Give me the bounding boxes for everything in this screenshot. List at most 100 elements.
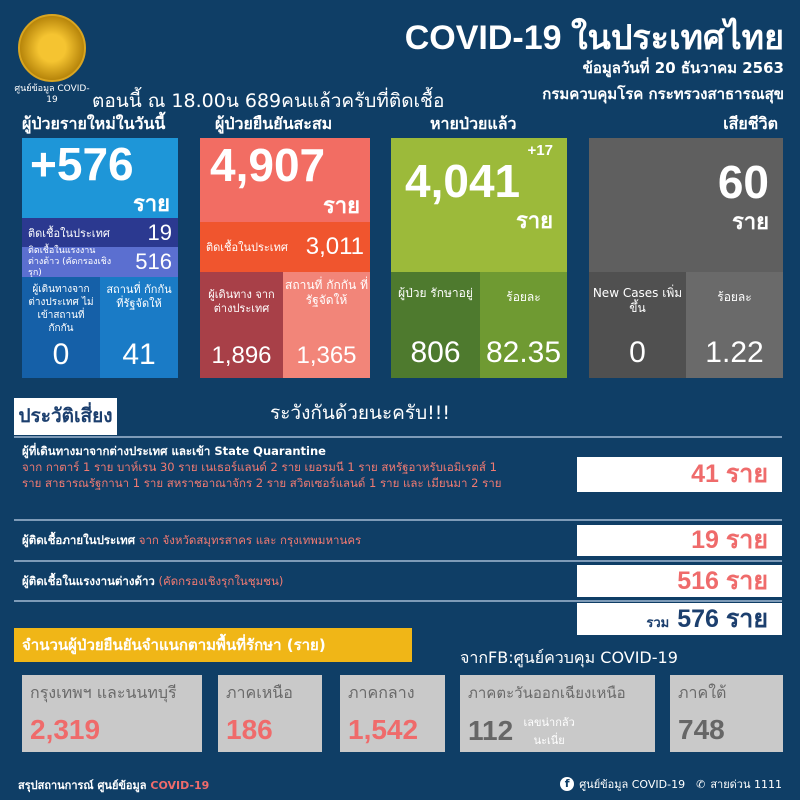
risk-tab: ประวัติเสี่ยง bbox=[14, 398, 117, 435]
new-cases-value: +576 bbox=[30, 138, 134, 190]
treating-cell: ผู้ป่วย รักษาอยู่ 806 bbox=[391, 272, 480, 378]
new-quarantine-cell: สถานที่ กักกัน ที่รัฐจัดให้ 41 bbox=[100, 277, 178, 378]
risk-row-3: ผู้ติดเชื้อในแรงงานต่างด้าว (คัดกรองเชิง… bbox=[22, 573, 283, 591]
new-cases-card: +576 ราย bbox=[22, 138, 178, 218]
label: ติดเชื้อในประเทศ bbox=[28, 226, 110, 240]
new-migrant-row: ติดเชื้อในแรงงานต่างด้าว (คัดกรองเชิงรุก… bbox=[22, 246, 178, 278]
divider bbox=[14, 560, 782, 562]
risk-row-3-value: 516 ราย bbox=[577, 565, 782, 597]
recovered-pct-cell: ร้อยละ 82.35 bbox=[480, 272, 567, 378]
source-text: จากFB:ศูนย์ควบคุม COVID-19 bbox=[460, 648, 678, 667]
confirmed-domestic-row: ติดเชื้อในประเทศ 3,011 bbox=[200, 222, 370, 272]
deaths-new-cell: New Cases เพิ่มขึ้น 0 bbox=[589, 272, 686, 378]
risk-row-2: ผู้ติดเชื้อภายในประเทศ จาก จังหวัดสมุทรส… bbox=[22, 532, 361, 550]
warning-text: ระวังกันด้วยนะครับ!!! bbox=[270, 402, 451, 424]
value: 19 bbox=[147, 219, 172, 245]
new-traveler-cell: ผู้เดินทางจากต่างประเทศ ไม่เข้าสถานที่กั… bbox=[22, 277, 100, 378]
region-bangkok: กรุงเทพฯ และนนทบุรี 2,319 bbox=[22, 675, 202, 752]
confirmed-header: ผู้ป่วยยืนยันสะสม bbox=[215, 114, 333, 133]
unit: ราย bbox=[731, 209, 769, 234]
confirmed-card: 4,907 ราย bbox=[200, 138, 370, 222]
region-north: ภาคเหนือ 186 bbox=[218, 675, 322, 752]
deaths-pct-cell: ร้อยละ 1.22 bbox=[686, 272, 783, 378]
value: 82.35 bbox=[485, 336, 562, 369]
value: 806 bbox=[410, 336, 461, 369]
row-detail: (คัดกรองเชิงรุกในชุมชน) bbox=[158, 574, 284, 588]
report-date: ข้อมูลวันที่ 20 ธันวาคม 2563 bbox=[582, 59, 784, 77]
label: ผู้ป่วย รักษาอยู่ bbox=[398, 286, 473, 300]
region-label: ภาคใต้ bbox=[678, 683, 727, 702]
row-title: ผู้ติดเชื้อภายในประเทศ bbox=[22, 533, 136, 547]
value: 0 bbox=[629, 336, 646, 369]
row-detail: จาก จังหวัดสมุทรสาคร และ กรุงเทพมหานคร bbox=[138, 533, 362, 547]
region-label: ภาคเหนือ bbox=[226, 683, 293, 702]
region-central: ภาคกลาง 1,542 bbox=[340, 675, 445, 752]
row-title: ผู้ที่เดินทางมาจากต่างประเทศ และเข้า Sta… bbox=[22, 444, 326, 458]
footer-left: สรุปสถานการณ์ ศูนย์ข้อมูล COVID-19 bbox=[18, 776, 209, 794]
logo-text: ศูนย์ข้อมูล COVID-19 bbox=[14, 84, 90, 105]
value: 516 bbox=[135, 249, 172, 274]
page-title: COVID-19 ในประเทศไทย bbox=[404, 19, 784, 57]
risk-total: รวม 576 ราย bbox=[577, 603, 782, 635]
recovered-header: หายป่วยแล้ว bbox=[430, 114, 517, 133]
new-cases-header: ผู้ป่วยรายใหม่ในวันนี้ bbox=[22, 114, 166, 133]
confirmed-traveler-cell: ผู้เดินทาง จากต่างประเทศ 1,896 bbox=[200, 272, 283, 378]
region-value: 748 bbox=[678, 714, 725, 745]
region-value: 112 bbox=[468, 715, 514, 746]
value: 1.22 bbox=[705, 336, 764, 369]
government-seal-logo bbox=[18, 14, 86, 82]
new-domestic-row: ติดเชื้อในประเทศ 19 bbox=[22, 218, 178, 247]
value: 41 bbox=[122, 338, 156, 371]
value: 1,896 bbox=[211, 342, 272, 369]
label: ผู้เดินทางจากต่างประเทศ ไม่เข้าสถานที่กั… bbox=[28, 284, 94, 334]
label: New Cases เพิ่มขึ้น bbox=[592, 286, 683, 315]
facebook-icon: f bbox=[560, 777, 575, 791]
phone-icon: ✆ bbox=[696, 777, 706, 791]
now-message: ตอนนี้ ณ 18.00น 689คนแล้วครับที่ติดเชื้อ bbox=[92, 90, 445, 112]
region-value: 186 bbox=[226, 714, 273, 745]
value: 0 bbox=[52, 338, 70, 371]
unit: ราย bbox=[515, 208, 553, 233]
risk-row-2-value: 19 ราย bbox=[577, 525, 782, 556]
recovered-delta: +17 bbox=[527, 142, 553, 159]
label: ผู้เดินทาง จากต่างประเทศ bbox=[208, 288, 275, 315]
unit: ราย bbox=[322, 193, 360, 218]
value: 1,365 bbox=[296, 342, 357, 369]
region-south: ภาคใต้ 748 bbox=[670, 675, 783, 752]
label: สถานที่ กักกัน ที่รัฐจัดให้ bbox=[285, 278, 368, 307]
deaths-card: 60 ราย bbox=[589, 138, 783, 272]
recovered-value: 4,041 bbox=[405, 155, 521, 207]
label: สถานที่ กักกัน ที่รัฐจัดให้ bbox=[106, 283, 172, 310]
row-title: ผู้ติดเชื้อในแรงงานต่างด้าว bbox=[22, 574, 155, 588]
total-value: 576 ราย bbox=[677, 605, 768, 633]
region-value: 1,542 bbox=[348, 714, 419, 745]
region-value: 2,319 bbox=[30, 714, 101, 745]
regions-banner: จำนวนผู้ป่วยยืนยันจำแนกตามพื้นที่รักษา (… bbox=[14, 628, 412, 662]
row-detail: จาก กาตาร์ 1 ราย บาห์เรน 30 ราย เนเธอร์แ… bbox=[22, 460, 502, 490]
divider bbox=[14, 519, 782, 521]
facebook-page: ศูนย์ข้อมูล COVID-19 bbox=[579, 778, 686, 791]
region-note: เลขน่ากลัว นะเนี่ย bbox=[523, 716, 575, 747]
region-northeast: ภาคตะวันออกเฉียงเหนือ 112 เลขน่ากลัว นะเนี… bbox=[460, 675, 655, 752]
region-label: กรุงเทพฯ และนนทบุรี bbox=[30, 683, 177, 702]
total-label: รวม bbox=[646, 615, 670, 630]
department: กรมควบคุมโรค กระทรวงสาธารณสุข bbox=[542, 85, 784, 103]
risk-row-1: ผู้ที่เดินทางมาจากต่างประเทศ และเข้า Sta… bbox=[22, 443, 502, 491]
hotline: สายด่วน 1111 bbox=[710, 778, 782, 791]
confirmed-value: 4,907 bbox=[210, 139, 326, 191]
unit: ราย bbox=[132, 191, 170, 216]
value: 3,011 bbox=[305, 233, 364, 260]
risk-row-1-value: 41 ราย bbox=[577, 457, 782, 492]
footer-right: f ศูนย์ข้อมูล COVID-19 ✆ สายด่วน 1111 bbox=[560, 775, 782, 793]
divider bbox=[14, 600, 782, 602]
divider bbox=[14, 436, 782, 438]
label: ติดเชื้อในประเทศ bbox=[206, 241, 288, 254]
footer-text: สรุปสถานการณ์ ศูนย์ข้อมูล bbox=[18, 779, 147, 792]
region-label: ภาคตะวันออกเฉียงเหนือ bbox=[468, 684, 626, 702]
recovered-card: +17 4,041 ราย bbox=[391, 138, 567, 272]
label: ร้อยละ bbox=[506, 290, 541, 304]
label: ร้อยละ bbox=[717, 290, 752, 304]
region-label: ภาคกลาง bbox=[348, 683, 415, 702]
footer-accent: COVID-19 bbox=[150, 779, 210, 792]
deaths-header: เสียชีวิต bbox=[723, 114, 778, 133]
